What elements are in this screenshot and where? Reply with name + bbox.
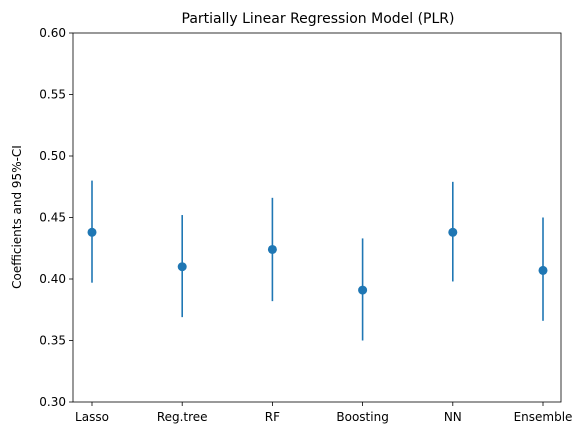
y-tick-label: 0.60 — [39, 26, 66, 40]
coefficient-point — [267, 244, 277, 254]
x-tick-label: RF — [265, 410, 280, 424]
x-tick-label: Reg.tree — [157, 410, 208, 424]
y-tick-label: 0.50 — [39, 149, 66, 163]
chart-title: Partially Linear Regression Model (PLR) — [182, 11, 455, 27]
x-tick-label: Boosting — [336, 410, 388, 424]
coefficient-point — [87, 227, 97, 237]
y-tick-label: 0.35 — [39, 334, 66, 348]
coefficient-point — [177, 262, 187, 272]
y-tick-label: 0.45 — [39, 211, 66, 225]
coefficient-point — [448, 227, 458, 237]
x-tick-label: NN — [444, 410, 462, 424]
x-tick-label: Lasso — [75, 410, 109, 424]
x-tick-label: Ensemble — [514, 410, 573, 424]
y-tick-label: 0.40 — [39, 272, 66, 286]
plot-area: 0.30 0.35 0.40 0.45 0.50 0.55 0.60 Lasso Reg.tre… — [39, 26, 572, 424]
coefficient-point — [538, 265, 548, 275]
coefficient-point — [358, 285, 368, 295]
y-tick-label: 0.55 — [39, 88, 66, 102]
y-tick-label: 0.30 — [39, 395, 66, 409]
y-axis-label: Coefficients and 95%-CI — [10, 145, 24, 289]
